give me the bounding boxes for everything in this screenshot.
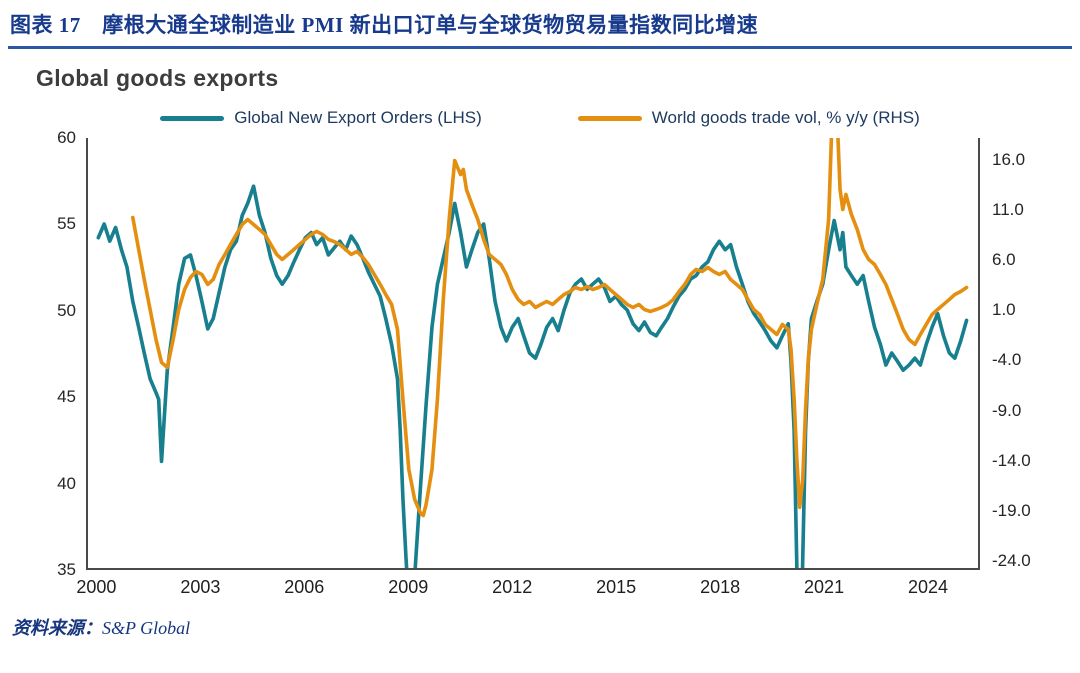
- legend-item-lhs: Global New Export Orders (LHS): [160, 108, 482, 128]
- y-axis-left-labels: 60 55 50 45 40 35: [6, 128, 86, 579]
- y-axis-right-tick-label: 6.0: [992, 250, 1016, 270]
- legend-line-swatch-lhs: [160, 115, 225, 121]
- chart-plot-svg: [96, 138, 969, 568]
- y-axis-left-tick-label: 55: [57, 214, 76, 234]
- y-axis-right-labels: 16.0 11.0 6.0 1.0 -4.0 -9.0 -14.0 -19.0 -24.0: [980, 138, 1076, 571]
- x-axis-tick-label: 2003: [180, 577, 221, 597]
- caption-underline: [8, 46, 1072, 49]
- series-line-rhs: [130, 138, 969, 518]
- y-axis-left-tick-label: 50: [57, 300, 76, 320]
- x-axis-tick-label: 2018: [700, 577, 741, 597]
- legend-item-rhs: World goods trade vol, % y/y (RHS): [577, 108, 920, 128]
- legend-line-swatch-rhs: [577, 115, 642, 121]
- y-axis-right-tick-label: -14.0: [992, 450, 1031, 470]
- figure-container: 图表 17 摩根大通全球制造业 PMI 新出口订单与全球货物贸易量指数同比增速 …: [0, 13, 1080, 640]
- x-axis-tick-label: 2021: [804, 577, 845, 597]
- chart-legend: Global New Export Orders (LHS) World goo…: [0, 108, 1080, 128]
- x-axis-tick-label: 2000: [76, 577, 117, 597]
- source-line: 资料来源：S&P Global: [12, 614, 1080, 640]
- y-axis-left-tick-label: 40: [57, 473, 76, 493]
- y-axis-right-tick-label: -4.0: [992, 350, 1022, 370]
- x-axis-tick-label: 2024: [907, 577, 949, 597]
- y-axis-right-tick-label: 11.0: [992, 199, 1024, 219]
- legend-label-rhs: World goods trade vol, % y/y (RHS): [651, 108, 920, 127]
- figure-caption: 图表 17 摩根大通全球制造业 PMI 新出口订单与全球货物贸易量指数同比增速: [10, 13, 759, 37]
- y-axis-left-tick-label: 60: [57, 128, 76, 147]
- series-line-lhs: [96, 184, 969, 568]
- y-axis-right-tick-label: -9.0: [992, 400, 1022, 420]
- x-axis-tick-label: 2015: [596, 577, 637, 597]
- x-axis-tick-label: 2009: [388, 577, 429, 597]
- y-axis-right-tick-label: 16.0: [992, 149, 1026, 169]
- plot-area: [86, 138, 980, 570]
- chart-block: Global goods exports Global New Export O…: [0, 65, 1080, 600]
- y-axis-right-tick-label: 1.0: [992, 300, 1016, 320]
- x-axis-labels: 2000 2003 2006 2009 2012 2015 2018 2021 2024: [76, 570, 980, 600]
- y-axis-right-tick-label: -19.0: [992, 501, 1031, 521]
- chart-title: Global goods exports: [36, 65, 279, 91]
- x-axis-tick-label: 2012: [492, 577, 533, 597]
- y-axis-left-tick-label: 45: [57, 387, 76, 407]
- y-axis-right-tick-label: -24.0: [992, 551, 1031, 571]
- source-label: 资料来源：: [12, 618, 102, 638]
- y-axis-left-tick-label: 35: [57, 560, 76, 579]
- source-value: S&P Global: [102, 618, 191, 638]
- plot-grid: 60 55 50 45 40 35 16.0 11.0 6.0 1.0 -4.0 -9.0 -14.0…: [6, 128, 1076, 600]
- legend-label-lhs: Global New Export Orders (LHS): [234, 108, 482, 127]
- x-axis-tick-label: 2006: [284, 577, 325, 597]
